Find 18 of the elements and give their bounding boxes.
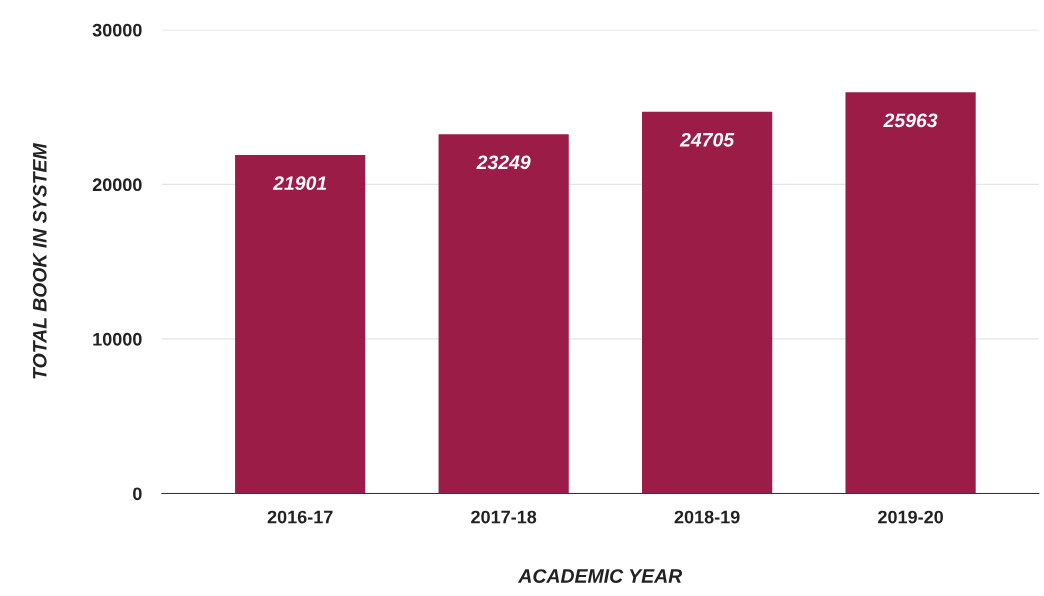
y-tick-label: 0 xyxy=(133,487,142,501)
x-axis-title: ACADEMIC YEAR xyxy=(517,569,683,583)
y-tick-label: 20000 xyxy=(92,178,142,192)
y-tick-label: 10000 xyxy=(93,332,142,346)
y-tick-label: 30000 xyxy=(92,23,142,37)
data-label: 24705 xyxy=(679,132,735,147)
bar xyxy=(235,154,366,494)
y-axis-title: TOTAL BOOK IN SYSTEM xyxy=(32,142,47,379)
x-tick-label: 2018-19 xyxy=(674,510,740,524)
bar xyxy=(438,134,569,494)
bar xyxy=(845,92,976,494)
data-label: 23249 xyxy=(476,155,531,170)
data-label: 25963 xyxy=(883,113,938,128)
data-label: 21901 xyxy=(272,176,327,191)
bar xyxy=(642,111,773,494)
x-tick-label: 2019-20 xyxy=(878,510,943,524)
x-tick-label: 2016-17 xyxy=(267,510,333,524)
x-tick-label: 2017-18 xyxy=(471,510,537,524)
